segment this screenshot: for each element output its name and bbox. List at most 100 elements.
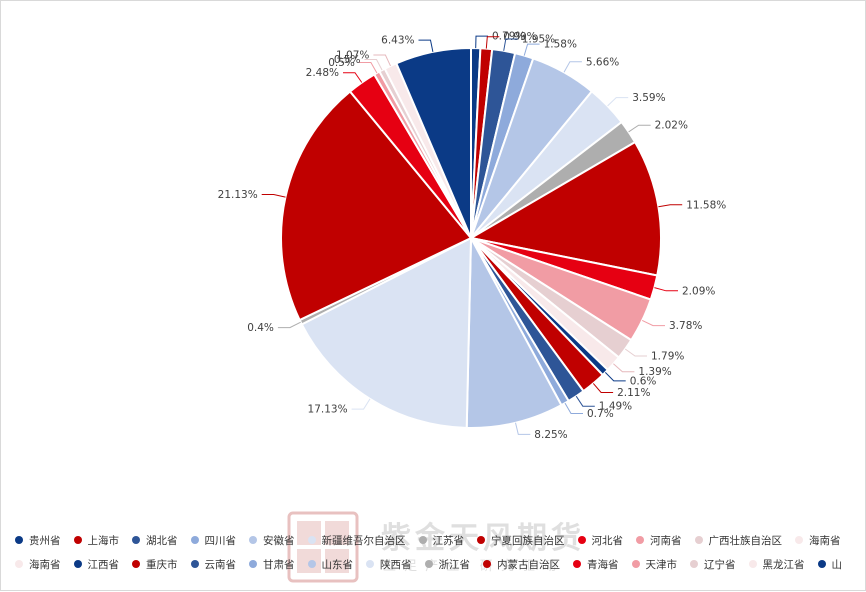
- legend-dot-icon: [631, 560, 640, 568]
- legend-item[interactable]: 内蒙古自治区: [483, 557, 560, 572]
- legend-label: 贵州省: [29, 534, 61, 547]
- legend-dot-icon: [249, 560, 257, 568]
- legend-row-2: 海南省 江西省 重庆市 云南省 甘肃省 山东省 陕西省 浙江省 内蒙古自治区 青海省 天津市 辽宁省 黑…: [15, 556, 855, 572]
- pie-data-label: 17.13%: [308, 404, 348, 416]
- label-leader-line: [277, 321, 301, 329]
- legend-item[interactable]: 新疆维吾尔自治区: [307, 533, 406, 548]
- legend-item[interactable]: 湖北省: [132, 533, 178, 548]
- legend-item[interactable]: 重庆市: [132, 557, 178, 572]
- legend-item[interactable]: 宁夏回族自治区: [477, 533, 565, 548]
- legend-label: 四川省: [204, 534, 237, 547]
- label-leader-line: [503, 38, 518, 51]
- legend-label: 河北省: [591, 534, 624, 547]
- pie-data-label: 0.4%: [247, 322, 274, 334]
- legend-dot-icon: [190, 536, 199, 544]
- pie-data-label: 1.49%: [599, 401, 632, 413]
- label-leader-line: [641, 319, 665, 327]
- legend-dot-icon: [694, 536, 703, 544]
- legend-dot-icon: [418, 536, 427, 544]
- legend-label: 海南省: [29, 558, 61, 571]
- legend-dot-icon: [307, 560, 316, 568]
- legend-label: 甘肃省: [263, 558, 295, 571]
- pie-data-label: 1.79%: [651, 351, 684, 363]
- pie-data-label: 5.66%: [586, 56, 619, 68]
- legend-item[interactable]: 陕西省: [366, 557, 412, 572]
- legend-label: 青海省: [587, 558, 619, 571]
- label-leader-line: [373, 54, 391, 67]
- legend-row-1: 贵州省 上海市 湖北省 四川省 安徽省 新疆维吾尔自治区 江苏省 宁夏回族自治区 河北省 河南省 广…: [15, 532, 854, 548]
- legend-dot-icon: [817, 560, 826, 568]
- label-leader-line: [485, 36, 500, 49]
- legend-label: 新疆维吾尔自治区: [321, 534, 406, 547]
- label-leader-line: [607, 97, 629, 107]
- legend-dot-icon: [15, 536, 23, 544]
- legend-item[interactable]: 天津市: [631, 557, 678, 572]
- pie-data-label: 2.11%: [617, 387, 650, 399]
- legend-item[interactable]: 青海省: [573, 557, 619, 572]
- legend-item[interactable]: 山: [817, 557, 843, 572]
- legend-item[interactable]: 云南省: [190, 557, 237, 572]
- legend-label: 黑龙江省: [762, 558, 805, 571]
- label-leader-line: [563, 61, 582, 73]
- legend-dot-icon: [366, 560, 374, 568]
- label-leader-line: [628, 124, 651, 133]
- pie-data-label: 1.07%: [336, 50, 369, 62]
- legend-item[interactable]: 河南省: [636, 533, 682, 548]
- pie-data-label: 0.6%: [630, 375, 657, 387]
- legend-item[interactable]: 海南省: [15, 557, 61, 572]
- pie-data-label: 0.99%: [503, 31, 536, 43]
- pie-data-label: 2.09%: [682, 285, 715, 297]
- legend-dot-icon: [795, 536, 803, 544]
- pie-data-label: 8.25%: [534, 429, 567, 441]
- legend-label: 上海市: [87, 534, 120, 547]
- legend-item[interactable]: 黑龙江省: [748, 557, 805, 572]
- legend-item[interactable]: 辽宁省: [690, 557, 736, 572]
- legend-dot-icon: [307, 536, 316, 544]
- pie-slice[interactable]: [468, 140, 662, 277]
- pie-data-label: 2.02%: [655, 120, 688, 132]
- label-leader-line: [658, 204, 683, 208]
- legend-label: 云南省: [204, 558, 237, 571]
- label-leader-line: [358, 62, 378, 74]
- label-leader-line: [624, 348, 647, 357]
- legend-label: 陕西省: [380, 558, 412, 571]
- legend-item[interactable]: 河北省: [577, 533, 624, 548]
- legend-label: 辽宁省: [704, 558, 736, 571]
- legend-item[interactable]: 江西省: [73, 557, 120, 572]
- pie-data-label: 6.43%: [381, 35, 414, 47]
- legend-item[interactable]: 江苏省: [418, 533, 464, 548]
- legend-item[interactable]: 山东省: [307, 557, 354, 572]
- legend-item[interactable]: 浙江省: [424, 557, 470, 572]
- legend-item[interactable]: 贵州省: [15, 533, 61, 548]
- legend-label: 广西壮族自治区: [708, 534, 783, 547]
- legend-dot-icon: [636, 536, 644, 544]
- legend-item[interactable]: 广西壮族自治区: [694, 533, 783, 548]
- pie-data-label: 1.58%: [544, 39, 577, 51]
- legend-item[interactable]: 上海市: [73, 533, 120, 548]
- legend-dot-icon: [190, 560, 199, 568]
- pie-data-label: 2.48%: [306, 67, 339, 79]
- legend-item[interactable]: 甘肃省: [249, 557, 295, 572]
- label-leader-line: [364, 59, 383, 71]
- legend-item[interactable]: 海南省: [795, 533, 841, 548]
- label-leader-line: [523, 43, 540, 56]
- pie-data-label: 1.95%: [522, 34, 555, 46]
- legend-dot-icon: [424, 560, 433, 568]
- legend-label: 江西省: [87, 558, 120, 571]
- legend-dot-icon: [15, 560, 23, 568]
- legend-item[interactable]: 安徽省: [249, 533, 295, 548]
- pie-slice[interactable]: [394, 46, 472, 239]
- legend-label: 安徽省: [263, 534, 295, 547]
- legend-dot-icon: [690, 560, 698, 568]
- legend-label: 山东省: [321, 558, 354, 571]
- label-leader-line: [654, 287, 678, 292]
- legend-label: 山: [831, 558, 843, 571]
- pie-data-label: 3.59%: [632, 92, 665, 104]
- legend-label: 天津市: [645, 558, 678, 571]
- legend-item[interactable]: 四川省: [190, 533, 237, 548]
- legend-label: 内蒙古自治区: [497, 558, 560, 571]
- pie-slice[interactable]: [465, 234, 563, 429]
- label-leader-line: [575, 395, 595, 407]
